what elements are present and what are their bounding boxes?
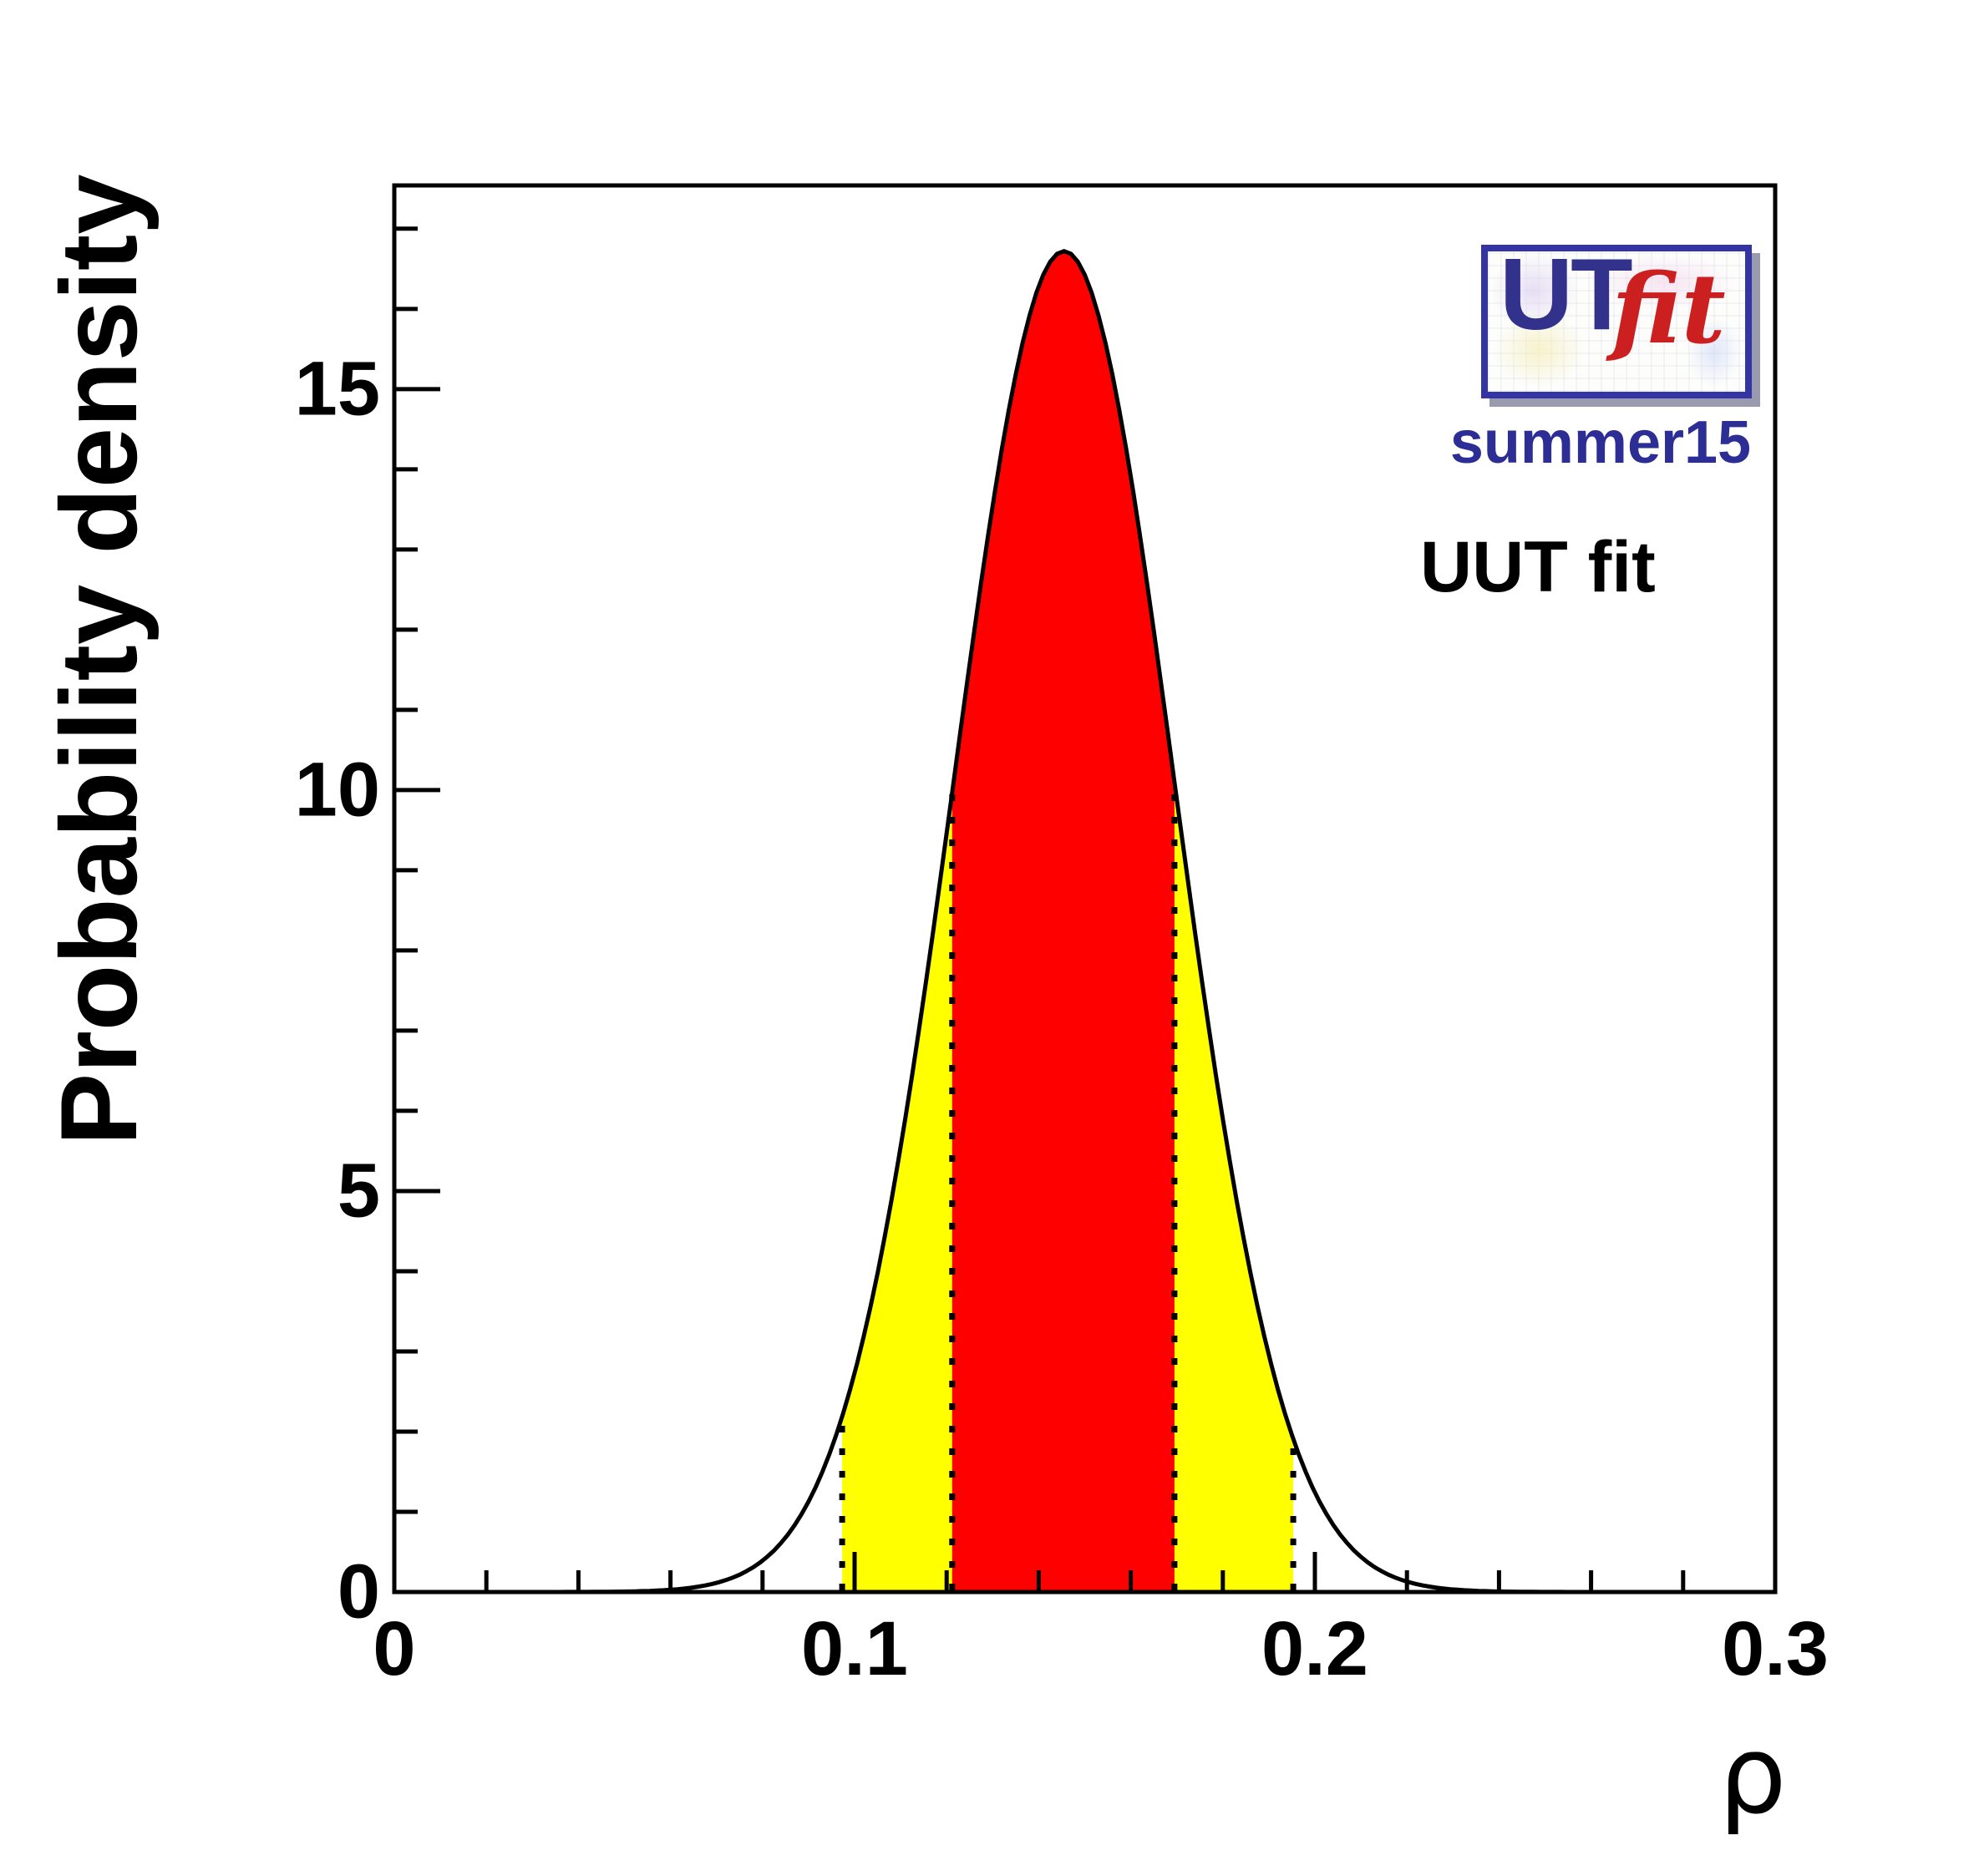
y-tick-label-15: 15 [294,346,380,432]
utfit-logo: UT fit [1481,237,1752,398]
y-tick-label-10: 10 [294,747,380,833]
ci68-region [951,251,1175,1592]
x-tick-label-0p1: 0.1 [801,1606,908,1691]
x-axis-title: ρ [1718,1713,1787,1838]
y-tick-label-5: 5 [337,1148,380,1234]
y-tick-label-0: 0 [337,1549,380,1635]
version-label: summer15 [1449,409,1752,476]
logo-ut-text: UT [1500,237,1633,351]
plot-frame [392,183,1778,1595]
x-tick-label-0: 0 [373,1606,416,1691]
logo-fit-text: fit [1611,253,1726,366]
x-tick-label-0p2: 0.2 [1261,1606,1368,1691]
x-tick-label-0p3: 0.3 [1722,1606,1829,1691]
y-axis-title: Probability density [38,174,160,1146]
fit-type-label: UUT fit [1420,527,1656,607]
